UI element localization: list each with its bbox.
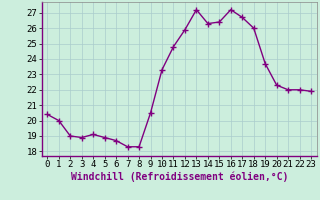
X-axis label: Windchill (Refroidissement éolien,°C): Windchill (Refroidissement éolien,°C): [70, 172, 288, 182]
